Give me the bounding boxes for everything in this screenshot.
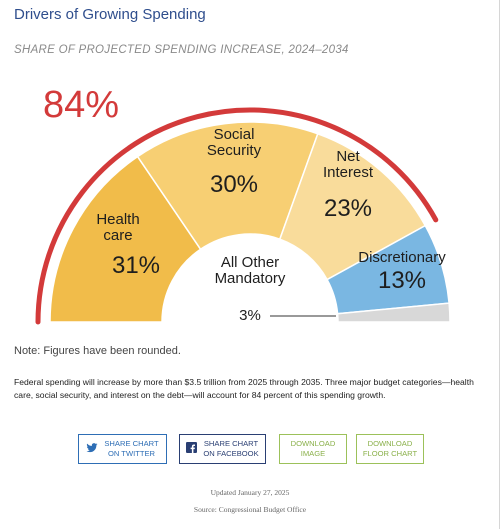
source-credit: Source: Congressional Budget Office (193, 505, 307, 514)
twitter-label-2: ON TWITTER (107, 449, 156, 458)
slice-all-other-mandatory (336, 302, 451, 323)
download-image-label-2: IMAGE (300, 449, 326, 458)
twitter-icon (86, 442, 98, 456)
facebook-icon (186, 442, 198, 456)
share-twitter-button[interactable]: SHARE CHART ON TWITTER (78, 434, 167, 464)
slice-name-health-care: care (103, 227, 132, 244)
share-facebook-button[interactable]: SHARE CHART ON FACEBOOK (179, 434, 266, 464)
download-image-button[interactable]: DOWNLOAD IMAGE (279, 434, 347, 464)
facebook-label-1: SHARE CHART (203, 439, 259, 448)
slice-value-discretionary: 13% (378, 267, 426, 294)
slice-name-net-interest: Net (336, 148, 360, 165)
slice-name-social-security: Social (214, 126, 255, 143)
slice-name-discretionary: Discretionary (358, 249, 446, 266)
download-floor-label-2: FLOOR CHART (362, 449, 418, 458)
updated-date: Updated January 27, 2025 (210, 488, 290, 497)
facebook-label-2: ON FACEBOOK (203, 449, 259, 458)
chart-note: Note: Figures have been rounded. (14, 345, 181, 357)
chart-description: Federal spending will increase by more t… (14, 377, 474, 400)
slice-value-net-interest: 23% (324, 195, 372, 222)
twitter-label-1: SHARE CHART (104, 439, 159, 448)
download-image-label-1: DOWNLOAD (290, 439, 336, 448)
slice-name-all-other-mandatory: All Other (221, 254, 279, 271)
slice-name-social-security: Security (207, 142, 262, 159)
slice-name-net-interest: Interest (323, 164, 374, 181)
download-floor-label-1: DOWNLOAD (367, 439, 413, 448)
page-title: Drivers of Growing Spending (14, 6, 206, 23)
slice-name-health-care: Health (96, 211, 139, 228)
slice-value-health-care: 31% (112, 252, 160, 279)
slice-health-care (49, 155, 202, 323)
chart-subtitle: SHARE OF PROJECTED SPENDING INCREASE, 20… (14, 44, 349, 56)
slice-name-all-other-mandatory: Mandatory (215, 270, 286, 287)
slice-value-all-other-mandatory: 3% (239, 307, 261, 324)
slice-social-security (136, 121, 319, 251)
total-share-arc (35, 107, 439, 325)
download-floor-chart-button[interactable]: DOWNLOAD FLOOR CHART (356, 434, 424, 464)
slice-value-social-security: 30% (210, 171, 258, 198)
total-share-label: 84% (43, 84, 119, 126)
